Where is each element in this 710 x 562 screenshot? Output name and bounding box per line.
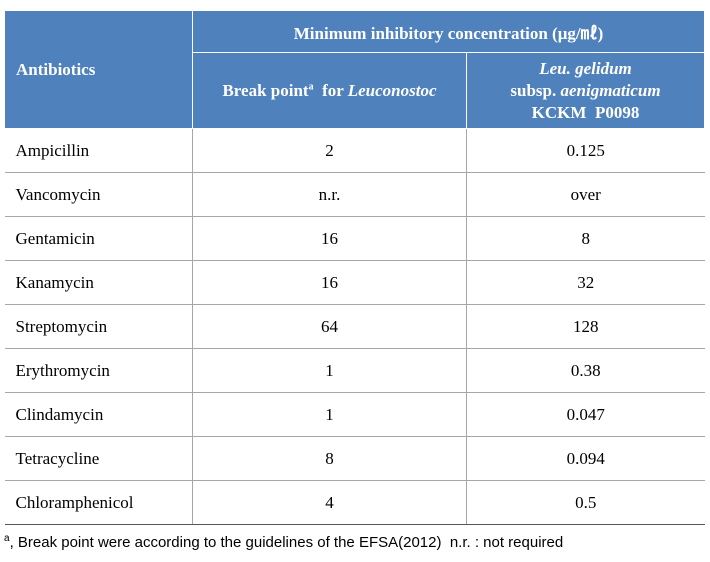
species: Leu. gelidum	[539, 58, 632, 78]
mic-value: 32	[466, 260, 705, 305]
mic-value: 1	[192, 348, 467, 393]
mic-value: 16	[192, 216, 467, 261]
mic-value: 0.047	[466, 392, 705, 437]
mic-value: n.r.	[192, 172, 467, 217]
antibiotic-name: Ampicillin	[4, 128, 193, 173]
mic-value: 0.094	[466, 436, 705, 481]
antibiotic-name: Chloramphenicol	[4, 480, 193, 525]
mic-value: 128	[466, 304, 705, 349]
antibiotic-name: Erythromycin	[4, 348, 193, 393]
superscript: a	[308, 80, 314, 92]
header-group: Minimum inhibitory concentration (μg/㎖)	[192, 10, 705, 53]
mic-value: 0.5	[466, 480, 705, 525]
mic-value: 0.38	[466, 348, 705, 393]
antibiotic-name: Gentamicin	[4, 216, 193, 261]
mic-value: 2	[192, 128, 467, 173]
superscript: a	[4, 533, 10, 544]
table-row: Streptomycin 64 128	[4, 304, 705, 349]
mic-value: 16	[192, 260, 467, 305]
antibiotic-name: Vancomycin	[4, 172, 193, 217]
text: Break point	[222, 80, 309, 100]
table-row: Gentamicin 16 8	[4, 216, 705, 261]
mic-value: 64	[192, 304, 467, 349]
header-strain: Leu. gelidum subsp. aenigmaticum KCKM P009…	[466, 52, 705, 129]
footnote-text: , Break point were according to the guid…	[9, 534, 564, 551]
genus: Leuconostoc	[347, 80, 437, 100]
antibiotic-name: Streptomycin	[4, 304, 193, 349]
table-body: Ampicillin 2 0.125 Vancomycin n.r. over Gentam…	[4, 128, 705, 525]
mic-value: 4	[192, 480, 467, 525]
mic-value: 0.125	[466, 128, 705, 173]
table-row: Vancomycin n.r. over	[4, 172, 705, 217]
mic-value: 1	[192, 392, 467, 437]
antibiotic-name: Tetracycline	[4, 436, 193, 481]
text: for	[322, 80, 344, 100]
table-row: Tetracycline 8 0.094	[4, 436, 705, 481]
mic-table: Antibiotics Minimum inhibitory concentra…	[4, 10, 705, 525]
subspecies: aenigmaticum	[560, 80, 661, 100]
mic-value: 8	[192, 436, 467, 481]
table-row: Ampicillin 2 0.125	[4, 128, 705, 173]
header-antibiotics: Antibiotics	[4, 10, 193, 129]
table-row: Chloramphenicol 4 0.5	[4, 480, 705, 525]
antibiotic-name: Clindamycin	[4, 392, 193, 437]
antibiotic-name: Kanamycin	[4, 260, 193, 305]
table-row: Clindamycin 1 0.047	[4, 392, 705, 437]
mic-value: over	[466, 172, 705, 217]
mic-value: 8	[466, 216, 705, 261]
footnote: a, Break point were according to the gui…	[4, 533, 563, 551]
header-break-point: Break pointa for Leuconostoc	[192, 52, 467, 129]
table-row: Kanamycin 16 32	[4, 260, 705, 305]
strain-id: KCKM P0098	[531, 102, 640, 122]
table-row: Erythromycin 1 0.38	[4, 348, 705, 393]
text: subsp.	[510, 80, 557, 100]
